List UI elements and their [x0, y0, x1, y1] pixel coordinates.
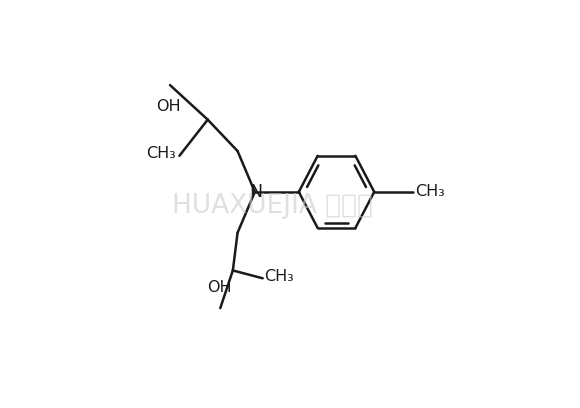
- Text: CH₃: CH₃: [147, 146, 176, 162]
- Text: CH₃: CH₃: [415, 184, 445, 200]
- Text: CH₃: CH₃: [264, 269, 294, 284]
- Text: HUAXUEJIA 化学加: HUAXUEJIA 化学加: [172, 193, 372, 219]
- Text: OH: OH: [207, 280, 232, 295]
- Text: OH: OH: [156, 99, 181, 114]
- Text: N: N: [249, 183, 263, 201]
